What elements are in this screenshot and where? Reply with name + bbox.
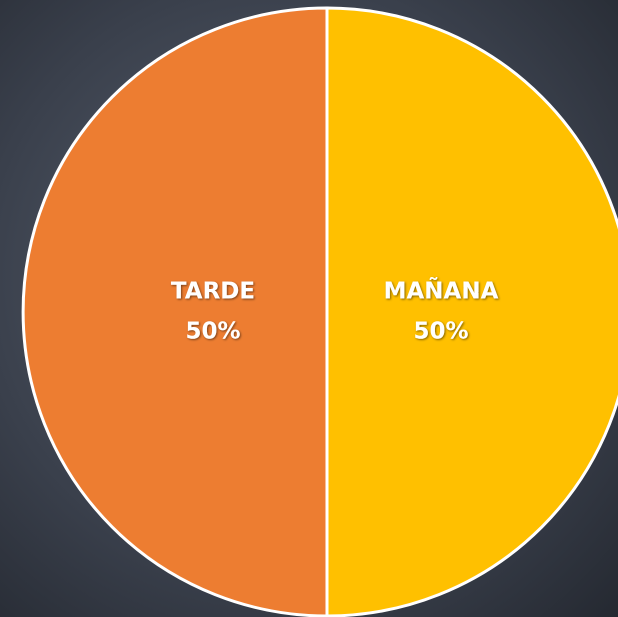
slice-value-label: 50%: [185, 319, 240, 345]
pie-slice: [21, 6, 329, 617]
slice-category-label: MAÑANA: [384, 277, 499, 305]
labels: MAÑANA 50% TARDE 50%: [171, 277, 499, 345]
pie-slice: [325, 6, 618, 617]
slice-value-label: 50%: [413, 319, 468, 345]
slice-category-label: TARDE: [171, 279, 255, 305]
slices: [21, 6, 618, 617]
